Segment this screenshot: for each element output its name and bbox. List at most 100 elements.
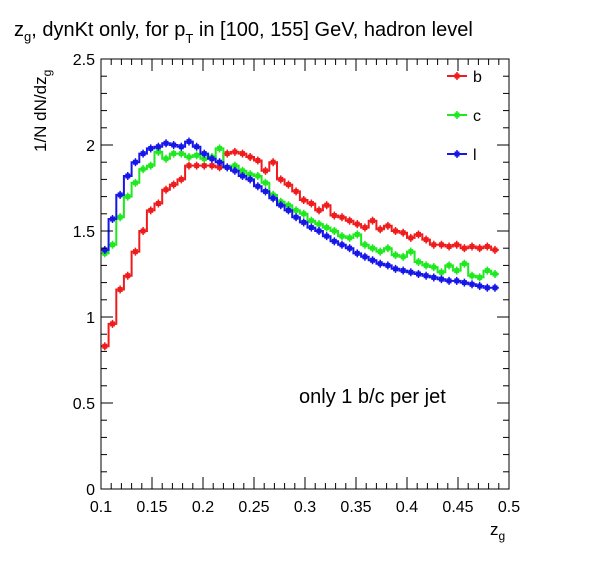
data-point [155,149,161,155]
data-point [461,261,467,267]
plot-background [101,59,509,489]
data-point [201,163,207,169]
data-point [194,152,200,158]
data-point [102,247,108,253]
data-point [469,281,475,287]
y-axis-label-main: 1/N dN/dz [31,76,50,152]
data-point [278,176,284,182]
data-point [446,243,452,249]
data-point [324,202,330,208]
data-point [446,278,452,284]
data-point [316,221,322,227]
data-point [362,242,368,248]
data-point [255,173,261,179]
data-point [484,268,490,274]
data-point [125,173,131,179]
data-point [293,214,299,220]
data-point [438,242,444,248]
data-point [400,254,406,260]
data-point [339,242,345,248]
data-point [324,225,330,231]
data-point [285,207,291,213]
data-point [132,159,138,165]
data-point [262,168,268,174]
data-point [408,269,414,275]
axis-ticks: 0.1 0.15 0.2 0.25 0.3 0.35 0.4 0.45 0.5 0 0.5 1 1.5 2… [73,52,520,516]
data-point [148,145,154,151]
data-point [408,249,414,255]
data-point [109,242,115,248]
data-point [308,200,314,206]
data-point [125,194,131,200]
data-point [377,261,383,267]
x-tick-label: 0.45 [442,499,473,516]
data-point [163,187,169,193]
y-axis-label-sub: g [40,70,54,77]
data-point [163,140,169,146]
data-point [438,276,444,282]
y-tick-label: 1.5 [73,224,95,241]
data-point [347,235,353,241]
data-point [194,144,200,150]
y-tick-label: 2 [86,138,95,155]
data-point [385,262,391,268]
data-point [240,168,246,174]
x-tick-label: 0.2 [192,499,214,516]
data-point [148,207,154,213]
series-group [101,137,499,351]
data-point [247,176,253,182]
data-point [262,188,268,194]
legend: b c l [447,69,482,164]
data-point [209,163,215,169]
data-point [186,154,192,160]
data-point [109,216,115,222]
data-point [186,139,192,145]
data-point [331,228,337,234]
data-point [178,151,184,157]
data-point [140,228,146,234]
data-point [155,144,161,150]
data-point [354,221,360,227]
data-point [431,274,437,280]
data-point [415,231,421,237]
data-point [469,273,475,279]
data-point [461,280,467,286]
data-point [255,157,261,163]
data-point [247,171,253,177]
data-point [477,274,483,280]
data-point [109,321,115,327]
data-point [102,343,108,349]
x-tick-label: 0.4 [396,499,418,516]
legend-label-b: b [473,69,482,86]
data-point [316,207,322,213]
legend-label-c: c [473,108,481,125]
data-point [224,151,230,157]
data-point [132,249,138,255]
data-point [339,214,345,220]
annotation-text: only 1 b/c per jet [299,386,446,408]
data-point [477,283,483,289]
title-part-tail: in [100, 155] GeV, hadron level [193,19,472,41]
data-point [385,223,391,229]
data-point [308,225,314,231]
data-point [140,166,146,172]
data-point [217,159,223,165]
data-point [362,225,368,231]
series-l [101,137,499,292]
data-point [178,144,184,150]
x-tick-label: 0.5 [498,499,520,516]
legend-item-c: c [447,108,481,125]
data-point [370,218,376,224]
data-point [324,233,330,239]
data-point [400,268,406,274]
data-point [423,273,429,279]
x-axis-label-main: z [490,520,499,539]
data-point [163,156,169,162]
data-point [461,245,467,251]
data-point [454,278,460,284]
x-axis-label: zg [490,520,505,543]
data-point [224,164,230,170]
data-point [331,238,337,244]
y-tick-label: 0.5 [73,396,95,413]
data-point [270,195,276,201]
